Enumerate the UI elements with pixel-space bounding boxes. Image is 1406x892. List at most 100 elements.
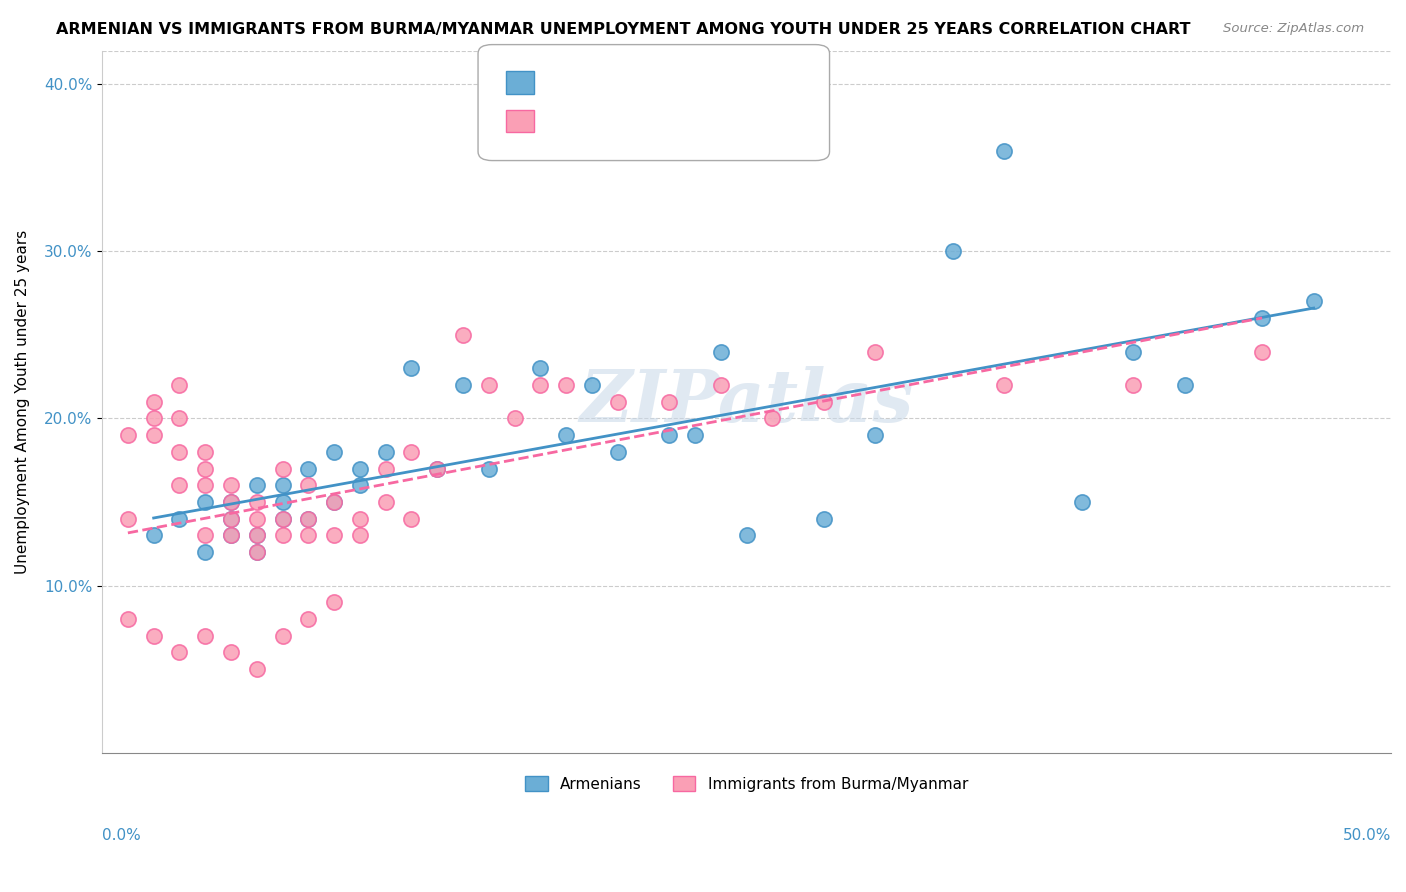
Point (374, 461, 396, 475)
Point (246, 478, 269, 492)
Point (271, 528, 294, 542)
Point (246, 545, 269, 559)
Point (323, 445, 346, 459)
Point (683, 428, 706, 442)
Point (219, 495, 242, 509)
Point (1122, 344, 1144, 359)
Point (813, 512, 835, 526)
Point (219, 495, 242, 509)
Point (297, 461, 319, 475)
Point (169, 478, 191, 492)
Point (323, 495, 346, 509)
Point (478, 461, 501, 475)
Point (194, 528, 217, 542)
Point (169, 411, 191, 425)
Point (169, 645, 191, 659)
Point (451, 327, 474, 342)
Point (142, 629, 165, 643)
Point (993, 378, 1015, 392)
Point (194, 478, 217, 492)
Point (271, 478, 294, 492)
Point (194, 545, 217, 559)
Point (710, 344, 733, 359)
Point (529, 361, 551, 376)
Point (246, 495, 269, 509)
Point (374, 495, 396, 509)
Point (169, 512, 191, 526)
Point (297, 528, 319, 542)
Point (142, 528, 165, 542)
Point (993, 144, 1015, 158)
Point (1251, 344, 1274, 359)
Point (323, 495, 346, 509)
Point (219, 645, 242, 659)
Point (865, 428, 887, 442)
Point (117, 512, 139, 526)
Point (142, 394, 165, 409)
Point (219, 512, 242, 526)
Point (503, 411, 526, 425)
Point (426, 461, 449, 475)
Point (658, 428, 681, 442)
Point (735, 528, 758, 542)
Point (297, 612, 319, 626)
Point (169, 378, 191, 392)
Y-axis label: Unemployment Among Youth under 25 years: Unemployment Among Youth under 25 years (15, 229, 30, 574)
Point (219, 512, 242, 526)
Point (478, 378, 501, 392)
Point (761, 411, 783, 425)
Point (555, 428, 578, 442)
Point (297, 512, 319, 526)
Point (401, 512, 423, 526)
Point (297, 478, 319, 492)
Point (401, 445, 423, 459)
Point (1122, 378, 1144, 392)
Point (1070, 495, 1092, 509)
Point (529, 378, 551, 392)
Point (117, 428, 139, 442)
Legend: Armenians, Immigrants from Burma/Myanmar: Armenians, Immigrants from Burma/Myanmar (519, 770, 974, 797)
Point (142, 411, 165, 425)
Point (271, 512, 294, 526)
Point (246, 545, 269, 559)
Point (710, 378, 733, 392)
Point (813, 394, 835, 409)
Point (219, 478, 242, 492)
Point (219, 528, 242, 542)
Point (169, 445, 191, 459)
Point (349, 528, 371, 542)
Point (246, 512, 269, 526)
Point (349, 512, 371, 526)
Point (426, 461, 449, 475)
Point (451, 378, 474, 392)
Point (246, 528, 269, 542)
Point (194, 445, 217, 459)
Point (271, 495, 294, 509)
Point (942, 244, 965, 259)
Point (323, 595, 346, 609)
Point (117, 612, 139, 626)
Point (142, 428, 165, 442)
Point (581, 378, 603, 392)
Point (349, 461, 371, 475)
Point (246, 662, 269, 676)
Point (297, 512, 319, 526)
Text: 50.0%: 50.0% (1343, 828, 1391, 843)
Point (246, 528, 269, 542)
Text: ARMENIAN VS IMMIGRANTS FROM BURMA/MYANMAR UNEMPLOYMENT AMONG YOUTH UNDER 25 YEAR: ARMENIAN VS IMMIGRANTS FROM BURMA/MYANMA… (56, 22, 1191, 37)
Text: ZIPatlas: ZIPatlas (579, 367, 914, 437)
Point (606, 394, 628, 409)
Point (271, 629, 294, 643)
Point (323, 528, 346, 542)
Point (194, 629, 217, 643)
Point (194, 495, 217, 509)
Point (271, 512, 294, 526)
Text: R = 0.549    N = 41: R = 0.549 N = 41 (541, 80, 703, 95)
Text: 0.0%: 0.0% (103, 828, 141, 843)
Point (865, 344, 887, 359)
Text: Source: ZipAtlas.com: Source: ZipAtlas.com (1223, 22, 1364, 36)
Point (1302, 294, 1324, 309)
Point (271, 461, 294, 475)
Point (658, 394, 681, 409)
Point (194, 461, 217, 475)
